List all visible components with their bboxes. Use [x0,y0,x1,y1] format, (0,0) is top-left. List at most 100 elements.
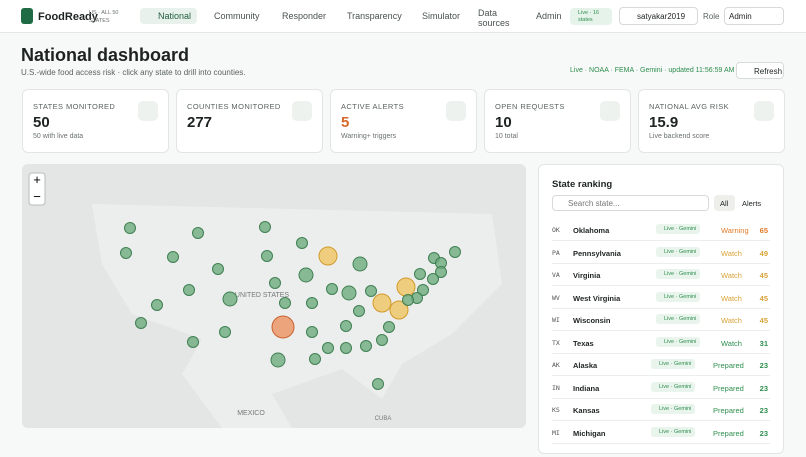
card-value: 10 [495,114,512,131]
nav-bar: FoodReady US · ALL 50 STATES National Com… [0,0,806,33]
state-marker[interactable] [219,326,231,338]
search-input[interactable]: Search state... [552,195,709,211]
live-badge: Live · 16 states [570,8,612,25]
stat-card: OPEN REQUESTS 10 10 total [484,89,631,153]
ranking-row[interactable]: IN Indiana Live · Gemini Prepared 23 [552,377,770,399]
tab-alerts[interactable]: Alerts [742,199,762,208]
ranking-row[interactable]: WI Wisconsin Live · Gemini Watch 45 [552,309,770,331]
state-marker[interactable] [396,277,416,297]
role-select[interactable]: Admin [724,7,784,25]
state-marker[interactable] [372,378,384,390]
state-marker[interactable] [326,283,338,295]
state-marker[interactable] [318,246,338,266]
state-marker[interactable] [167,251,179,263]
card-label: ACTIVE ALERTS [341,102,404,111]
land [182,339,292,428]
refresh-button[interactable]: Refresh [736,62,784,79]
state-marker[interactable] [187,336,199,348]
risk-status: Watch [721,316,742,325]
tab-all[interactable]: All [714,195,735,211]
nav-item[interactable]: Community [214,11,260,21]
nav-item[interactable]: Data sources [478,8,510,28]
ranking-row[interactable]: PA Pennsylvania Live · Gemini Watch 49 [552,242,770,264]
state-marker[interactable] [269,277,281,289]
nav-item[interactable]: Admin [536,11,562,21]
nav-item[interactable]: Responder [282,11,327,21]
state-marker[interactable] [376,334,388,346]
state-marker[interactable] [296,237,308,249]
nav-item[interactable]: Transparency [347,11,402,21]
state-marker[interactable] [383,321,395,333]
state-marker[interactable] [306,297,318,309]
state-marker[interactable] [259,221,271,233]
state-marker[interactable] [389,300,409,320]
map[interactable]: + − UNITED STATES MEXICO CUBA [22,164,526,428]
state-marker[interactable] [270,352,286,368]
ranking-row[interactable]: MI Michigan Live · Gemini Prepared 23 [552,422,770,444]
state-code: WV [552,293,560,302]
user-menu[interactable]: satyakar2019 [619,7,698,25]
risk-status: Prepared [713,383,744,393]
ranking-row[interactable]: WV West Virginia Live · Gemini Watch 45 [552,287,770,309]
ranking-row[interactable]: KS Kansas Live · Gemini Prepared 23 [552,399,770,421]
card-value: 50 [33,114,50,131]
state-marker[interactable] [124,222,136,234]
state-marker[interactable] [427,273,439,285]
state-code: AK [552,361,560,369]
state-marker[interactable] [414,268,426,280]
card-note: Live backend score [649,133,710,140]
zoom-out[interactable]: − [33,189,41,204]
stat-card: ACTIVE ALERTS 5 Warning+ triggers [330,89,477,153]
live-badge: Live · Gemini [651,404,696,414]
state-marker[interactable] [309,353,321,365]
zoom-in[interactable]: + [33,172,41,187]
state-marker[interactable] [365,285,377,297]
state-marker[interactable] [120,247,132,259]
state-marker[interactable] [360,340,372,352]
state-marker[interactable] [402,294,414,306]
state-marker[interactable] [352,256,368,272]
state-marker[interactable] [183,284,195,296]
state-marker[interactable] [212,263,224,275]
state-marker[interactable] [261,250,273,262]
card-label: COUNTIES MONITORED [187,102,281,111]
ranking-row[interactable]: AK Alaska Live · Gemini Prepared 23 [552,354,770,376]
nav-item[interactable]: National [140,8,198,24]
state-marker[interactable] [372,293,392,313]
ranking-row[interactable]: VA Virginia Live · Gemini Watch 45 [552,264,770,286]
ranking-row[interactable]: OK Oklahoma Live · Gemini Warning 65 [552,219,770,241]
ranking-row[interactable]: TX Texas Live · Gemini Watch 31 [552,332,770,354]
page-subtitle: U.S.-wide food access risk · click any s… [21,68,246,77]
state-marker[interactable] [135,317,147,329]
state-marker[interactable] [353,305,365,317]
state-marker[interactable] [435,266,447,278]
risk-score: 49 [759,248,768,258]
state-name: Pennsylvania [573,248,621,258]
card-label: NATIONAL AVG RISK [649,102,730,111]
state-marker[interactable] [222,291,238,307]
state-marker[interactable] [271,315,295,339]
state-marker[interactable] [449,246,461,258]
nav-item[interactable]: Simulator [422,11,461,21]
state-marker[interactable] [151,299,163,311]
state-marker[interactable] [340,320,352,332]
stat-card: COUNTIES MONITORED 277 [176,89,323,153]
state-marker[interactable] [192,227,204,239]
state-name: Kansas [573,406,600,415]
state-marker[interactable] [341,285,357,301]
state-marker[interactable] [279,297,291,309]
state-marker[interactable] [298,267,314,283]
live-badge: Live · Gemini [656,246,701,257]
state-marker[interactable] [306,326,318,338]
risk-status: Watch [721,271,742,280]
state-name: Michigan [573,428,606,438]
land [92,204,502,399]
state-code: IN [552,383,560,392]
state-code: MI [552,428,560,437]
live-badge: Live · Gemini [656,314,701,324]
state-marker[interactable] [417,284,429,296]
state-marker[interactable] [340,342,352,354]
state-marker[interactable] [322,342,334,354]
logo [21,8,33,24]
live-badge: Live · Gemini [656,269,701,279]
